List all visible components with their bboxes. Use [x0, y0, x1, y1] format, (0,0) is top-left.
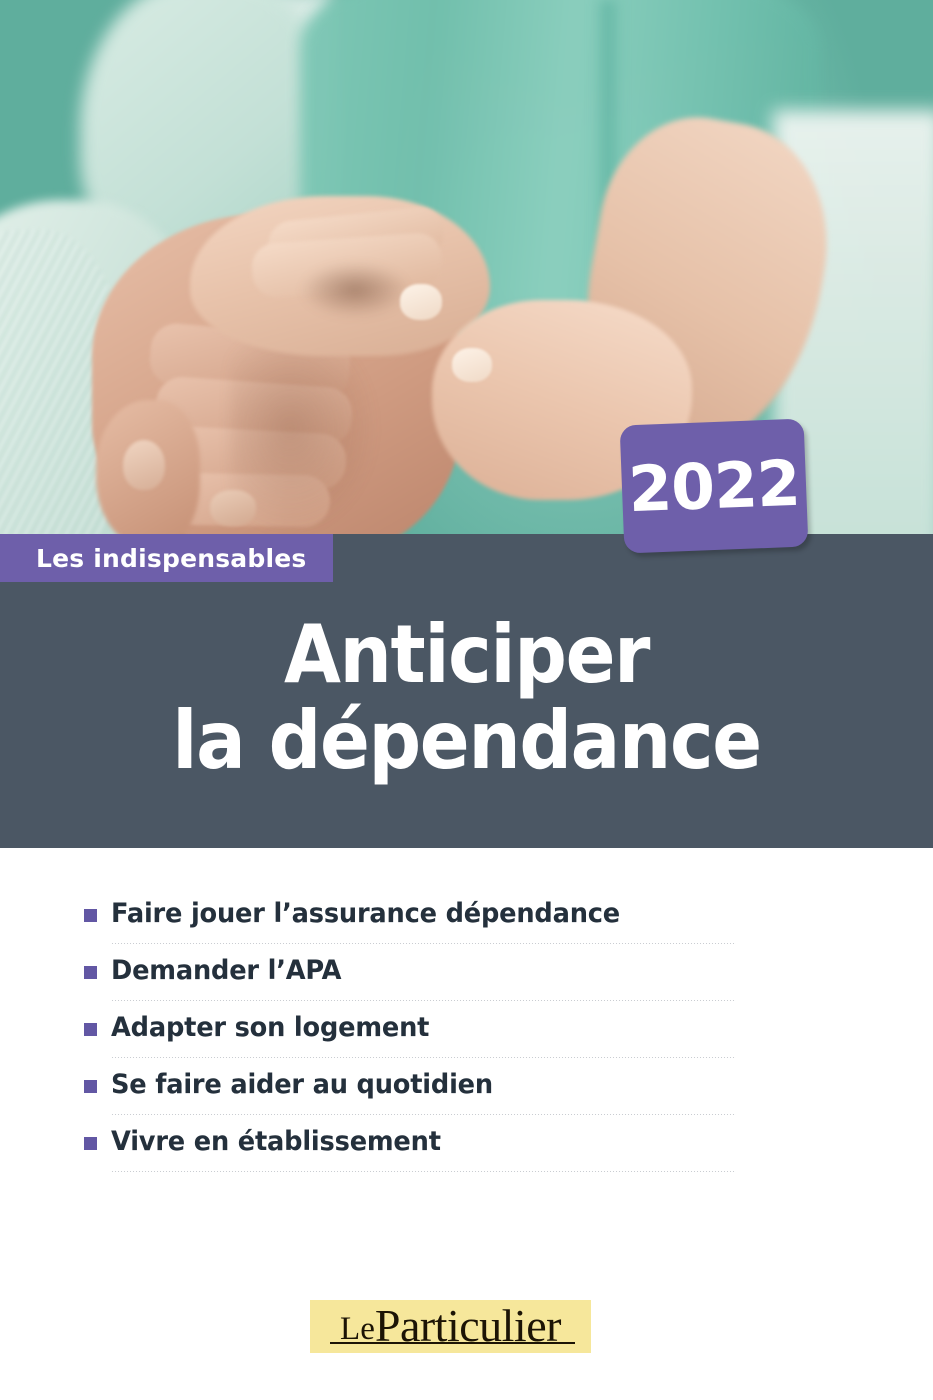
- publisher-logo-prefix: Le: [340, 1311, 375, 1347]
- bullet-square-icon: [84, 966, 97, 979]
- list-separator: [111, 1114, 736, 1115]
- list-item-label: Demander l’APA: [111, 955, 342, 986]
- bullet-square-icon: [84, 1080, 97, 1093]
- list-item-label: Faire jouer l’assurance dépendance: [111, 898, 620, 929]
- photo-elderly-fingernail: [210, 490, 256, 526]
- title-line-1: Anticiper: [283, 608, 650, 701]
- list-item: Faire jouer l’assurance dépendance: [84, 896, 739, 934]
- list-item-label: Vivre en établissement: [111, 1126, 441, 1157]
- year-badge-label: 2022: [626, 446, 802, 526]
- list-separator: [111, 1171, 736, 1172]
- publisher-logo: Le Particulier: [310, 1300, 591, 1353]
- list-item-label: Adapter son logement: [111, 1012, 430, 1043]
- publisher-logo-underline: [330, 1342, 575, 1344]
- year-badge: 2022: [619, 418, 809, 554]
- list-item: Adapter son logement: [84, 1010, 739, 1048]
- publisher-logo-name: Particulier: [374, 1300, 562, 1351]
- collection-label: Les indispensables: [36, 543, 307, 573]
- list-separator: [111, 943, 736, 944]
- list-separator: [111, 1000, 736, 1001]
- title-line-2: la dépendance: [172, 694, 762, 787]
- bullet-square-icon: [84, 1137, 97, 1150]
- topic-list: Faire jouer l’assurance dépendance Deman…: [84, 896, 739, 1181]
- title-panel: [0, 534, 933, 848]
- bullet-square-icon: [84, 909, 97, 922]
- collection-ribbon: Les indispensables: [0, 534, 333, 582]
- list-separator: [111, 1057, 736, 1058]
- list-item-label: Se faire aider au quotidien: [111, 1069, 493, 1100]
- photo-caregiver-fingernail: [400, 284, 442, 320]
- page-title: Anticiper la dépendance: [0, 612, 933, 784]
- photo-hand-shadow: [300, 262, 410, 318]
- list-item: Vivre en établissement: [84, 1124, 739, 1162]
- list-item: Demander l’APA: [84, 953, 739, 991]
- list-item: Se faire aider au quotidien: [84, 1067, 739, 1105]
- photo-elderly-thumbnail: [123, 440, 165, 490]
- photo-caregiver-fingernail: [452, 348, 492, 382]
- cover-photo: [0, 0, 933, 560]
- publisher-logo-text: Le Particulier: [310, 1300, 591, 1353]
- bullet-square-icon: [84, 1023, 97, 1036]
